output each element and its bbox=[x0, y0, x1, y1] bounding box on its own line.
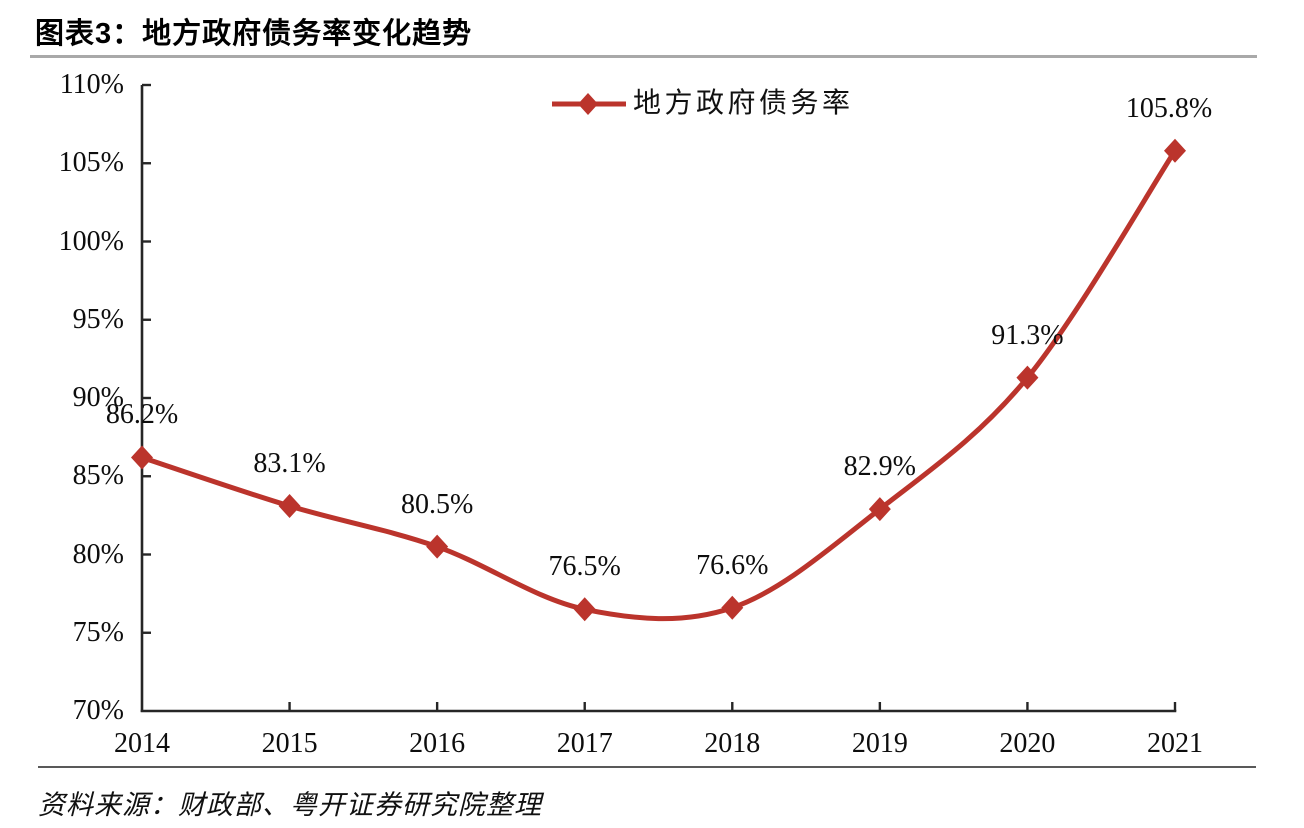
data-point-marker bbox=[278, 493, 301, 518]
y-tick-label: 80% bbox=[72, 538, 124, 570]
x-tick-label: 2014 bbox=[114, 728, 170, 759]
figure-caption: 图表3：地方政府债务率变化趋势 bbox=[35, 18, 473, 50]
x-tick-label: 2015 bbox=[261, 728, 318, 759]
data-point-marker bbox=[721, 595, 744, 620]
legend-line-marker-icon bbox=[552, 93, 626, 115]
x-tick-label: 2017 bbox=[556, 728, 613, 759]
x-tick-label: 2016 bbox=[409, 728, 466, 759]
data-point-marker bbox=[868, 497, 891, 522]
source-note: 资料来源：财政部、粤开证券研究院整理 bbox=[38, 790, 542, 820]
y-tick-label: 90% bbox=[72, 382, 124, 413]
x-tick-label: 2019 bbox=[851, 728, 908, 759]
footer-divider bbox=[38, 766, 1256, 768]
y-tick-label: 105% bbox=[58, 147, 124, 179]
chart-legend: 地方政府债务率 bbox=[550, 88, 854, 120]
y-tick-label: 85% bbox=[72, 460, 124, 492]
data-point-marker bbox=[131, 445, 153, 470]
data-label: 86.2% bbox=[105, 399, 179, 431]
data-label: 76.6% bbox=[696, 549, 769, 581]
data-point-marker bbox=[573, 597, 596, 622]
x-tick-label: 2020 bbox=[999, 728, 1056, 759]
y-tick-label: 95% bbox=[72, 303, 124, 335]
data-point-marker bbox=[1016, 365, 1039, 390]
y-tick-label: 75% bbox=[72, 616, 124, 648]
data-label: 83.1% bbox=[253, 447, 326, 479]
caption-underline bbox=[30, 55, 1257, 58]
data-label: 82.9% bbox=[843, 451, 917, 483]
legend-series-label: 地方政府债务率 bbox=[633, 88, 854, 119]
x-tick-label: 2018 bbox=[704, 728, 761, 759]
y-tick-label: 100% bbox=[58, 225, 124, 257]
data-label: 80.5% bbox=[400, 488, 474, 520]
y-tick-label: 110% bbox=[59, 69, 124, 100]
y-tick-label: 70% bbox=[72, 695, 124, 726]
data-point-marker bbox=[426, 534, 449, 559]
x-tick-label: 2021 bbox=[1147, 728, 1203, 759]
data-point-marker bbox=[1164, 138, 1186, 163]
data-label: 91.3% bbox=[991, 319, 1064, 351]
data-label: 76.5% bbox=[548, 551, 621, 583]
data-label: 105.8% bbox=[1125, 92, 1213, 124]
